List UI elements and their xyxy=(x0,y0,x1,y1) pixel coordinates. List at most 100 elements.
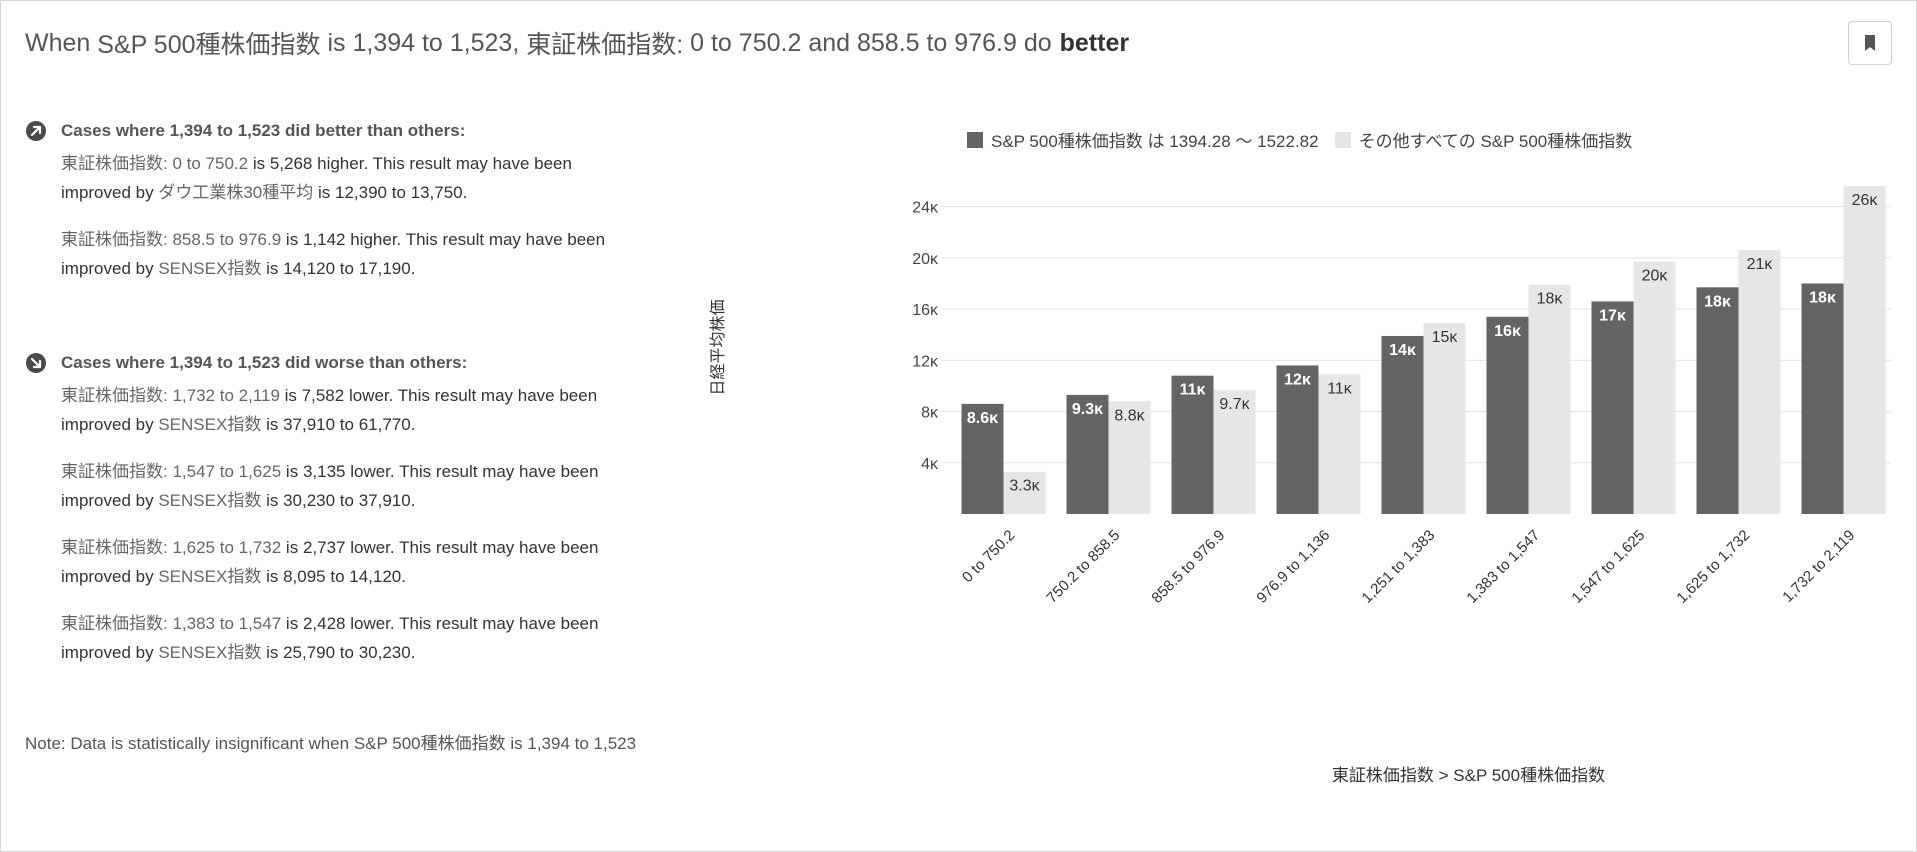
legend-swatch-others xyxy=(1334,131,1351,148)
worse-item-part: 1,732 to 2,119 xyxy=(172,386,280,405)
significance-note: Note: Data is statistically insignifican… xyxy=(25,729,645,758)
title-verdict: better xyxy=(1059,28,1130,57)
bar-others xyxy=(1003,471,1046,514)
worse-item-part: SENSEX指数 xyxy=(158,567,262,586)
better-item-part: is xyxy=(266,259,279,278)
worse-item: 東証株価指数: 1,732 to 2,119 is 7,582 lower. T… xyxy=(61,381,665,439)
worse-item-part: This result may have been xyxy=(399,614,599,633)
worse-item-part: 東証株価指数: xyxy=(61,538,168,557)
worse-item-part: is xyxy=(284,386,297,405)
bar-selected xyxy=(1486,316,1529,514)
x-tick-label: 1,625 to 1,732 xyxy=(1673,527,1753,607)
chart-legend: S&P 500種株価指数 は 1394.28 〜 1522.82 その他すべての… xyxy=(967,127,1648,152)
bar-others xyxy=(1738,250,1781,514)
worse-item-part: 30,230 to 37,910. xyxy=(283,491,416,510)
note-is: is xyxy=(510,734,523,753)
better-item-part: 0 to 750.2 xyxy=(172,154,249,173)
worse-item-part: is xyxy=(285,462,299,481)
worse-item-part: 2,428 xyxy=(302,614,346,633)
bar-others xyxy=(1213,389,1256,514)
bar-others xyxy=(1843,186,1886,514)
bar-others xyxy=(1423,323,1466,514)
worse-item-part: 2,737 xyxy=(302,538,346,557)
worse-item-part: is xyxy=(266,491,279,510)
y-axis-title: 日経平均株価 xyxy=(709,299,727,395)
bar-selected xyxy=(1381,335,1424,514)
x-tick-label: 858.5 to 976.9 xyxy=(1148,527,1228,607)
worse-item-part: improved by xyxy=(61,567,154,586)
x-tick-label: 750.2 to 858.5 xyxy=(1043,527,1123,607)
legend-label-selected: S&P 500種株価指数 は 1394.28 〜 1522.82 xyxy=(991,132,1319,151)
y-tick-label: 8ᴋ xyxy=(921,405,939,422)
bar-selected xyxy=(1696,287,1739,514)
better-title-text: Cases where 1,394 to 1,523 did better th… xyxy=(61,121,466,140)
worse-item-part: SENSEX指数 xyxy=(158,491,262,510)
better-item: 東証株価指数: 858.5 to 976.9 is 1,142 higher. … xyxy=(61,225,665,283)
y-tick-label: 4ᴋ xyxy=(921,456,939,473)
worse-item-part: 37,910 to 61,770. xyxy=(283,415,416,434)
title-range: 1,394 to 1,523, xyxy=(352,28,520,57)
worse-item: 東証株価指数: 1,547 to 1,625 is 3,135 lower. T… xyxy=(61,457,665,515)
title-cond1: 0 to 750.2 xyxy=(690,28,802,57)
better-item-part: 東証株価指数: xyxy=(61,154,168,173)
worse-item: 東証株価指数: 1,625 to 1,732 is 2,737 lower. T… xyxy=(61,533,665,591)
worse-section-title: Cases where 1,394 to 1,523 did worse tha… xyxy=(25,345,665,381)
x-tick-label: 1,251 to 1,383 xyxy=(1358,527,1438,607)
data-label: 21ᴋ xyxy=(1747,256,1774,273)
x-tick-label: 1,547 to 1,625 xyxy=(1568,527,1648,607)
worse-item-part: 1,547 to 1,625 xyxy=(172,462,282,481)
bookmark-button[interactable] xyxy=(1848,21,1892,65)
y-tick-label: 16ᴋ xyxy=(912,302,939,319)
data-label: 14ᴋ xyxy=(1389,342,1416,359)
worse-item-part: improved by xyxy=(61,643,154,662)
arrow-up-right-circle-icon xyxy=(26,121,46,141)
legend-entry-selected[interactable]: S&P 500種株価指数 は 1394.28 〜 1522.82 xyxy=(967,127,1319,152)
bar-others xyxy=(1633,261,1676,514)
better-item-part: 東証株価指数: xyxy=(61,230,168,249)
title-cond-field: 東証株価指数: xyxy=(526,31,684,59)
worse-item-part: 3,135 xyxy=(302,462,346,481)
worse-item: 東証株価指数: 1,383 to 1,547 is 2,428 lower. T… xyxy=(61,609,665,667)
x-tick-label: 0 to 750.2 xyxy=(959,527,1018,586)
worse-item-part: 1,625 to 1,732 xyxy=(172,538,282,557)
legend-entry-others[interactable]: その他すべての S&P 500種株価指数 xyxy=(1334,127,1632,152)
data-label: 11ᴋ xyxy=(1327,380,1353,397)
worse-item-part: is xyxy=(285,538,299,557)
bar-others xyxy=(1108,401,1151,514)
bar-others xyxy=(1318,374,1361,514)
worse-list: 東証株価指数: 1,732 to 2,119 is 7,582 lower. T… xyxy=(25,381,665,667)
better-item-part: improved by xyxy=(61,183,154,202)
title-and: and xyxy=(808,28,851,57)
better-item-part: 14,120 to 17,190. xyxy=(283,259,416,278)
title-prefix: When xyxy=(25,28,91,57)
bar-selected xyxy=(961,403,1004,514)
bar-chart: S&P 500種株価指数 は 1394.28 〜 1522.82 その他すべての… xyxy=(691,111,1901,811)
title-cond2: 858.5 to 976.9 xyxy=(856,28,1017,57)
worse-item-part: improved by xyxy=(61,491,154,510)
worse-item-part: 東証株価指数: xyxy=(61,614,168,633)
better-item-part: This result may have been xyxy=(405,230,606,249)
better-item-part: is xyxy=(318,183,331,202)
worse-item-part: 8,095 to 14,120. xyxy=(283,567,406,586)
worse-item-part: lower. xyxy=(348,386,394,405)
arrow-down-right-circle-icon xyxy=(26,353,46,373)
better-item-part: 5,268 xyxy=(269,154,313,173)
title-is: is xyxy=(327,28,346,57)
x-tick-label: 1,732 to 2,119 xyxy=(1779,527,1858,606)
data-label: 8.8ᴋ xyxy=(1114,407,1145,424)
x-tick-label: 976.9 to 1,136 xyxy=(1253,527,1333,607)
data-label: 17ᴋ xyxy=(1599,307,1626,324)
worse-item-part: 東証株価指数: xyxy=(61,462,168,481)
data-label: 9.3ᴋ xyxy=(1072,401,1103,418)
worse-item-part: This result may have been xyxy=(397,386,598,405)
bar-others xyxy=(1528,284,1571,514)
worse-item-part: SENSEX指数 xyxy=(158,415,262,434)
worse-item-part: lower. xyxy=(350,462,395,481)
data-label: 12ᴋ xyxy=(1284,371,1311,388)
better-item-part: is xyxy=(285,230,299,249)
data-label: 16ᴋ xyxy=(1494,323,1521,340)
better-item-part: 1,142 xyxy=(302,230,346,249)
worse-item-part: is xyxy=(285,614,299,633)
data-label: 18ᴋ xyxy=(1809,289,1836,306)
